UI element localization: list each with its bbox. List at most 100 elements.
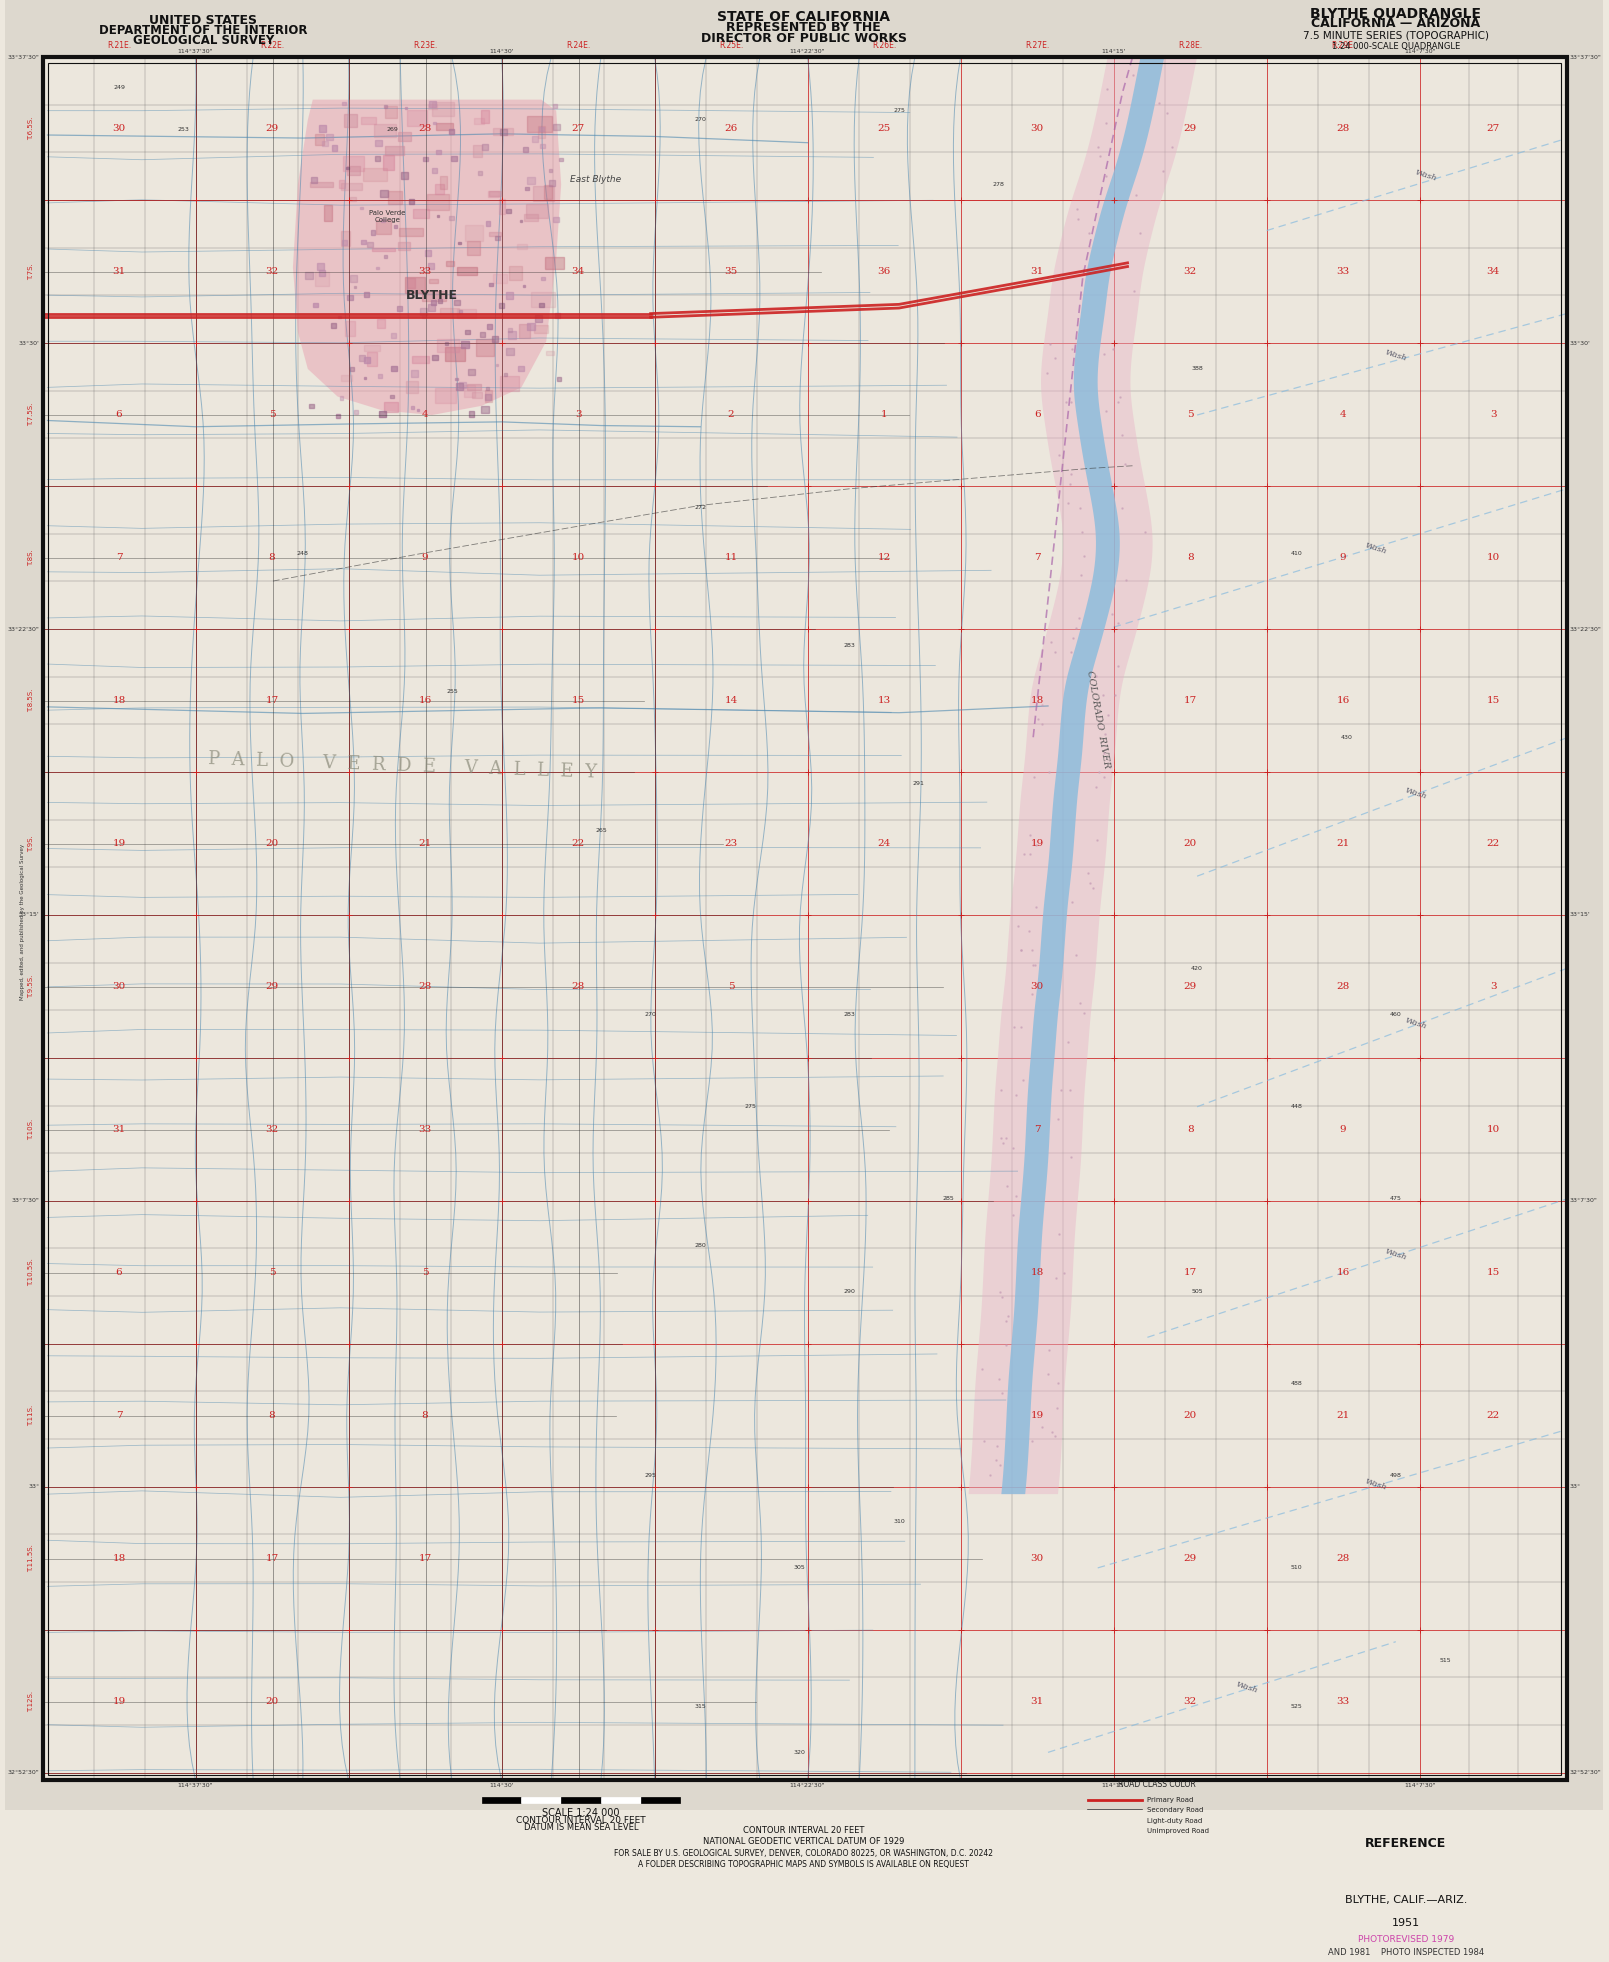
Bar xyxy=(5,0,1604,57)
Text: 30: 30 xyxy=(113,981,126,991)
Text: 27: 27 xyxy=(571,124,584,133)
Bar xyxy=(370,230,375,235)
Text: 7.5 MINUTE SERIES (TOPOGRAPHIC): 7.5 MINUTE SERIES (TOPOGRAPHIC) xyxy=(1303,29,1488,39)
Text: 510: 510 xyxy=(1290,1566,1302,1570)
Text: 30: 30 xyxy=(1030,124,1044,133)
Text: 9: 9 xyxy=(422,553,428,561)
Bar xyxy=(481,1797,521,1803)
Text: 3: 3 xyxy=(1490,981,1496,991)
Polygon shape xyxy=(969,57,1197,1495)
Bar xyxy=(528,116,552,131)
Text: Secondary Road: Secondary Road xyxy=(1147,1807,1204,1813)
Bar xyxy=(451,155,457,161)
Bar xyxy=(468,369,475,375)
Bar xyxy=(455,383,463,390)
Bar xyxy=(362,118,375,124)
Text: 265: 265 xyxy=(595,828,607,832)
Text: T.8.5S.: T.8.5S. xyxy=(29,689,34,712)
Bar xyxy=(478,171,481,175)
Text: 114°37'30": 114°37'30" xyxy=(177,1783,214,1787)
Bar xyxy=(344,114,357,128)
Text: BLYTHE: BLYTHE xyxy=(405,288,459,302)
Text: T.10S.: T.10S. xyxy=(29,1118,34,1140)
Text: 13: 13 xyxy=(877,697,891,704)
Text: AND 1981    PHOTO INSPECTED 1984: AND 1981 PHOTO INSPECTED 1984 xyxy=(1327,1948,1483,1956)
Text: 28: 28 xyxy=(418,981,431,991)
Text: UNITED STATES: UNITED STATES xyxy=(150,14,257,27)
Bar xyxy=(385,145,404,155)
Bar xyxy=(479,332,486,337)
Text: T.11.5S.: T.11.5S. xyxy=(29,1544,34,1572)
Text: STATE OF CALIFORNIA: STATE OF CALIFORNIA xyxy=(718,10,890,24)
Text: 8: 8 xyxy=(1187,553,1194,561)
Bar xyxy=(331,324,336,328)
Bar xyxy=(433,122,436,124)
Bar xyxy=(536,316,542,322)
Text: 5: 5 xyxy=(727,981,734,991)
Text: 33°7'30": 33°7'30" xyxy=(11,1199,40,1203)
Bar xyxy=(343,102,346,106)
Text: 18: 18 xyxy=(113,1554,126,1562)
Bar xyxy=(523,147,528,153)
Text: 14: 14 xyxy=(724,697,737,704)
Bar xyxy=(341,375,352,381)
Text: R.28E.: R.28E. xyxy=(1178,41,1202,49)
Text: T.7S.: T.7S. xyxy=(29,263,34,281)
Bar xyxy=(359,355,365,361)
Bar xyxy=(380,190,388,198)
Bar xyxy=(553,124,560,129)
Text: T.11S.: T.11S. xyxy=(29,1405,34,1426)
Bar xyxy=(489,190,500,196)
Bar xyxy=(439,177,447,190)
Bar xyxy=(533,186,553,200)
Polygon shape xyxy=(1001,57,1165,1495)
Bar xyxy=(434,184,444,194)
Polygon shape xyxy=(1268,1872,1298,1919)
Bar xyxy=(499,375,518,392)
Text: 28: 28 xyxy=(571,981,584,991)
Bar xyxy=(364,377,365,379)
Bar xyxy=(367,241,373,247)
Text: 30: 30 xyxy=(113,124,126,133)
Bar xyxy=(436,124,454,129)
Bar xyxy=(349,275,357,283)
Text: 10: 10 xyxy=(1487,553,1500,561)
Text: 35: 35 xyxy=(724,267,737,277)
Bar xyxy=(507,208,512,214)
Text: 275: 275 xyxy=(743,1105,756,1109)
Bar xyxy=(428,263,434,269)
Bar xyxy=(385,402,397,412)
Text: R.25E.: R.25E. xyxy=(719,41,743,49)
Bar xyxy=(423,157,428,161)
Text: 31: 31 xyxy=(1030,1697,1044,1705)
Text: 29: 29 xyxy=(265,981,278,991)
Text: 498: 498 xyxy=(1390,1473,1401,1477)
Bar xyxy=(372,247,396,251)
Text: 291: 291 xyxy=(912,781,925,787)
Bar xyxy=(405,381,418,392)
Bar xyxy=(549,181,555,186)
Bar xyxy=(496,235,500,241)
Text: 15: 15 xyxy=(1487,1267,1500,1277)
Bar xyxy=(354,286,357,288)
Bar xyxy=(640,1797,681,1803)
Text: 18: 18 xyxy=(1030,1267,1044,1277)
Text: DATUM IS MEAN SEA LEVEL: DATUM IS MEAN SEA LEVEL xyxy=(525,1823,639,1833)
Bar xyxy=(306,273,314,279)
Text: 28: 28 xyxy=(1337,1554,1350,1562)
Text: Wash: Wash xyxy=(1403,787,1427,800)
Bar xyxy=(541,277,545,281)
Text: 33°22'30": 33°22'30" xyxy=(8,626,40,632)
Bar xyxy=(467,241,479,255)
Text: 114°37'30": 114°37'30" xyxy=(177,49,214,55)
Bar xyxy=(399,228,423,235)
Bar xyxy=(547,351,553,355)
Bar xyxy=(348,167,360,175)
Bar xyxy=(397,241,410,251)
Bar xyxy=(537,126,545,139)
Bar xyxy=(341,232,351,245)
Bar xyxy=(317,263,323,271)
Bar xyxy=(409,200,414,204)
Text: 1951: 1951 xyxy=(1392,1919,1419,1929)
Bar xyxy=(463,385,475,398)
